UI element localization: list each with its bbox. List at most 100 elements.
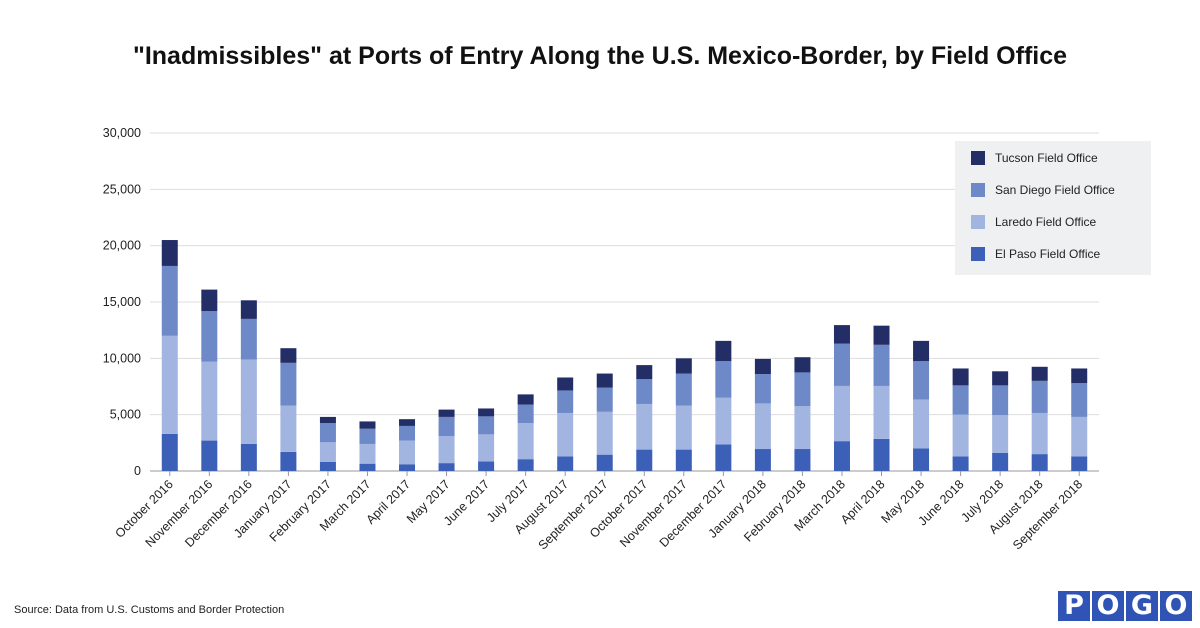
bar-el-paso	[319, 461, 336, 471]
bar-el-paso	[596, 454, 613, 471]
bar-laredo	[280, 405, 297, 452]
bar-san-diego	[161, 265, 178, 336]
bar-laredo	[913, 399, 930, 449]
bar-tucson	[833, 325, 850, 344]
bar-laredo	[596, 411, 613, 455]
bar-el-paso	[1031, 454, 1048, 471]
x-tick-label: December 2016	[182, 477, 255, 550]
bar-laredo	[754, 403, 771, 450]
bar-laredo	[675, 405, 692, 450]
bar-san-diego	[992, 385, 1009, 416]
source-note: Source: Data from U.S. Customs and Borde…	[14, 604, 285, 616]
bar-tucson	[557, 377, 574, 391]
x-tick-label: November 2017	[617, 477, 690, 550]
bar-laredo	[794, 406, 811, 450]
bar-laredo	[557, 412, 574, 457]
bar-tucson	[478, 408, 495, 417]
y-tick-label: 0	[134, 464, 141, 478]
x-tick-label: September 2017	[536, 477, 611, 552]
bar-laredo	[1071, 416, 1088, 457]
bar-el-paso	[952, 456, 969, 471]
x-tick-label: December 2017	[657, 477, 730, 550]
bar-el-paso	[280, 451, 297, 471]
bar-laredo	[399, 440, 416, 465]
bar-tucson	[201, 289, 218, 312]
bar-laredo	[161, 335, 178, 434]
bar-el-paso	[438, 463, 455, 471]
bar-tucson	[240, 300, 257, 319]
bar-san-diego	[952, 385, 969, 415]
bar-tucson	[992, 371, 1009, 386]
legend: Tucson Field Office San Diego Field Offi…	[955, 141, 1151, 275]
bar-tucson	[636, 365, 653, 380]
bar-el-paso	[359, 463, 376, 471]
bar-el-paso	[240, 443, 257, 471]
bar-el-paso	[794, 449, 811, 471]
bar-tucson	[913, 340, 930, 362]
bar-laredo	[359, 443, 376, 464]
y-tick-label: 20,000	[103, 239, 141, 253]
bar-laredo	[1031, 412, 1048, 455]
bar-laredo	[478, 434, 495, 462]
bar-laredo	[201, 361, 218, 441]
y-tick-label: 25,000	[103, 182, 141, 196]
bar-el-paso	[992, 452, 1009, 471]
bar-tucson	[675, 358, 692, 374]
pogo-logo[interactable]: P O G O	[1058, 591, 1192, 621]
bar-san-diego	[833, 343, 850, 386]
bar-el-paso	[399, 464, 416, 471]
bar-el-paso	[873, 438, 890, 471]
bar-tucson	[359, 421, 376, 429]
logo-letter: G	[1126, 591, 1158, 621]
bar-el-paso	[913, 448, 930, 471]
bar-san-diego	[675, 373, 692, 406]
y-tick-label: 10,000	[103, 351, 141, 365]
legend-swatch-laredo	[971, 215, 985, 229]
bar-san-diego	[1071, 383, 1088, 417]
bar-san-diego	[754, 374, 771, 404]
bar-tucson	[715, 340, 732, 362]
legend-item-el-paso: El Paso Field Office	[971, 246, 1100, 262]
bar-san-diego	[399, 425, 416, 441]
bar-tucson	[280, 348, 297, 363]
legend-swatch-san-diego	[971, 183, 985, 197]
bar-san-diego	[438, 416, 455, 437]
bar-san-diego	[596, 387, 613, 412]
bar-el-paso	[161, 433, 178, 471]
bar-san-diego	[794, 372, 811, 407]
bar-el-paso	[201, 440, 218, 471]
bar-tucson	[438, 409, 455, 417]
bar-laredo	[319, 442, 336, 462]
logo-letter: O	[1092, 591, 1124, 621]
bar-el-paso	[478, 461, 495, 471]
bar-san-diego	[201, 311, 218, 362]
bar-el-paso	[1071, 456, 1088, 471]
bar-el-paso	[557, 456, 574, 471]
bar-laredo	[517, 423, 534, 460]
bar-laredo	[952, 414, 969, 457]
x-tick-label: September 2018	[1010, 477, 1085, 552]
bar-laredo	[715, 397, 732, 445]
bar-san-diego	[913, 361, 930, 400]
bar-san-diego	[636, 379, 653, 404]
legend-item-san-diego: San Diego Field Office	[971, 182, 1115, 198]
legend-item-tucson: Tucson Field Office	[971, 150, 1098, 166]
bar-tucson	[754, 358, 771, 375]
legend-label-tucson: Tucson Field Office	[995, 151, 1098, 165]
legend-swatch-tucson	[971, 151, 985, 165]
bar-san-diego	[873, 344, 890, 386]
y-tick-label: 5,000	[110, 408, 141, 422]
bar-tucson	[161, 240, 178, 266]
bar-tucson	[952, 368, 969, 386]
y-tick-label: 30,000	[103, 126, 141, 140]
legend-label-san-diego: San Diego Field Office	[995, 183, 1115, 197]
bar-laredo	[636, 403, 653, 450]
legend-label-el-paso: El Paso Field Office	[995, 247, 1101, 261]
legend-swatch-el-paso	[971, 247, 985, 261]
bar-tucson	[1071, 368, 1088, 384]
y-tick-label: 15,000	[103, 295, 141, 309]
bar-laredo	[438, 436, 455, 464]
bar-laredo	[992, 415, 1009, 453]
bar-san-diego	[557, 390, 574, 413]
